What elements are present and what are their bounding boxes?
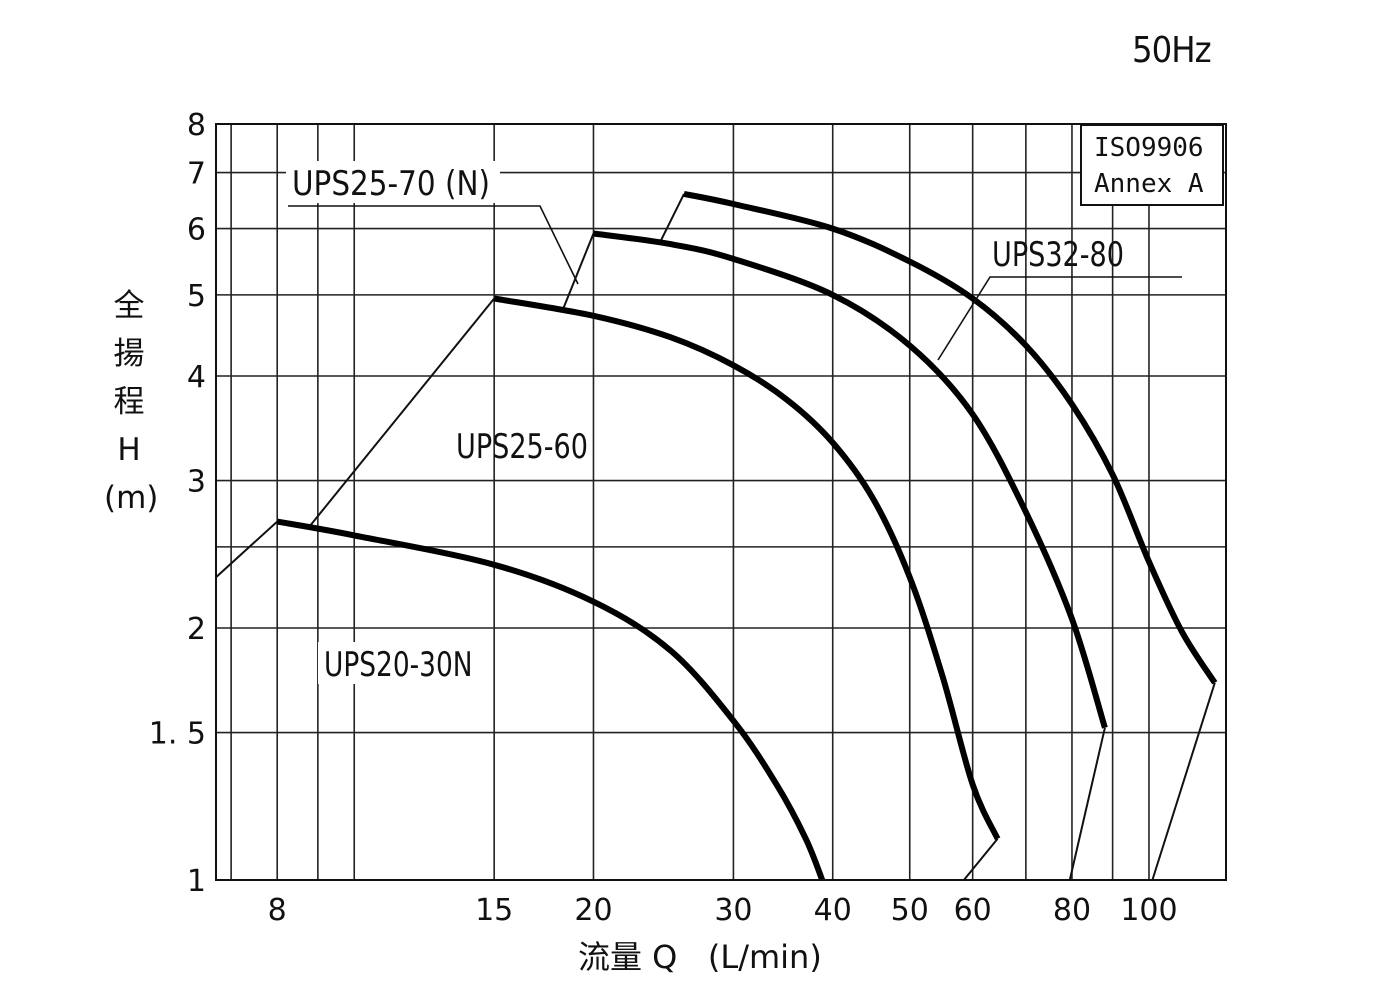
range-line-start xyxy=(659,193,685,242)
label-leader-line xyxy=(937,276,1182,361)
range-line-end xyxy=(1068,727,1106,881)
x-tick-label: 15 xyxy=(475,893,513,928)
x-tick-label: 50 xyxy=(891,893,929,928)
x-tick-label: 60 xyxy=(954,893,992,928)
y-tick-label: 2 xyxy=(187,612,206,647)
y-tick-label: 6 xyxy=(187,213,206,248)
x-tick-label: 100 xyxy=(1120,893,1177,928)
y-axis-title-char: 揚 xyxy=(113,336,145,372)
x-axis-title: 流量 Q (L/min) xyxy=(578,938,822,976)
range-line-start xyxy=(309,297,495,527)
performance-curve xyxy=(683,190,1218,685)
y-tick-label: 5 xyxy=(187,279,206,314)
x-tick-label: 8 xyxy=(268,893,287,928)
plot-frame xyxy=(215,123,1227,881)
range-line-start xyxy=(215,520,278,578)
range-line-start xyxy=(561,233,595,311)
x-tick-label: 20 xyxy=(574,893,612,928)
y-axis-title-char: 程 xyxy=(113,384,145,420)
range-line-end xyxy=(963,838,999,881)
standard-box: ISO9906 Annex A xyxy=(1080,124,1224,206)
label-background xyxy=(318,642,483,684)
series-labels: UPS20-30N UPS25-60 UPS25-70 (N) UPS32-80 xyxy=(286,161,1182,685)
frequency-label: 50Hz xyxy=(1132,30,1212,71)
x-tick-label: 30 xyxy=(714,893,752,928)
y-tick-label: 7 xyxy=(187,157,206,192)
performance-curve xyxy=(493,295,1001,841)
performance-curve xyxy=(593,230,1108,729)
y-axis-title-char: (m) xyxy=(104,480,159,516)
y-axis-title: 全 揚 程 H (m) xyxy=(104,282,159,522)
y-axis-title-char: H xyxy=(117,432,141,468)
label-background xyxy=(286,161,500,203)
tick-labels: 8 15 20 30 40 50 60 80 100 1 1. 5 2 3 4 5 6 7 8 xyxy=(149,108,1178,928)
performance-curve xyxy=(276,518,825,882)
y-tick-label: 4 xyxy=(187,360,206,395)
standard-line-1: ISO9906 xyxy=(1094,133,1204,163)
label-leader-line xyxy=(288,205,579,285)
range-line-end xyxy=(1151,682,1216,881)
standard-line-2: Annex A xyxy=(1094,169,1204,199)
series-label: UPS20-30N xyxy=(324,645,473,685)
y-axis-title-char: 全 xyxy=(113,288,145,324)
y-tick-label: 1. 5 xyxy=(149,717,206,752)
series-label: UPS25-60 xyxy=(456,427,588,467)
series-label: UPS32-80 xyxy=(992,235,1124,275)
performance-curves xyxy=(276,190,1218,882)
y-tick-label: 1 xyxy=(187,864,206,899)
series-label: UPS25-70 (N) xyxy=(292,164,490,204)
x-tick-label: 40 xyxy=(814,893,852,928)
operating-range-lines xyxy=(215,193,1216,881)
x-tick-label: 80 xyxy=(1053,893,1091,928)
y-tick-label: 8 xyxy=(187,108,206,143)
y-tick-label: 3 xyxy=(187,465,206,500)
